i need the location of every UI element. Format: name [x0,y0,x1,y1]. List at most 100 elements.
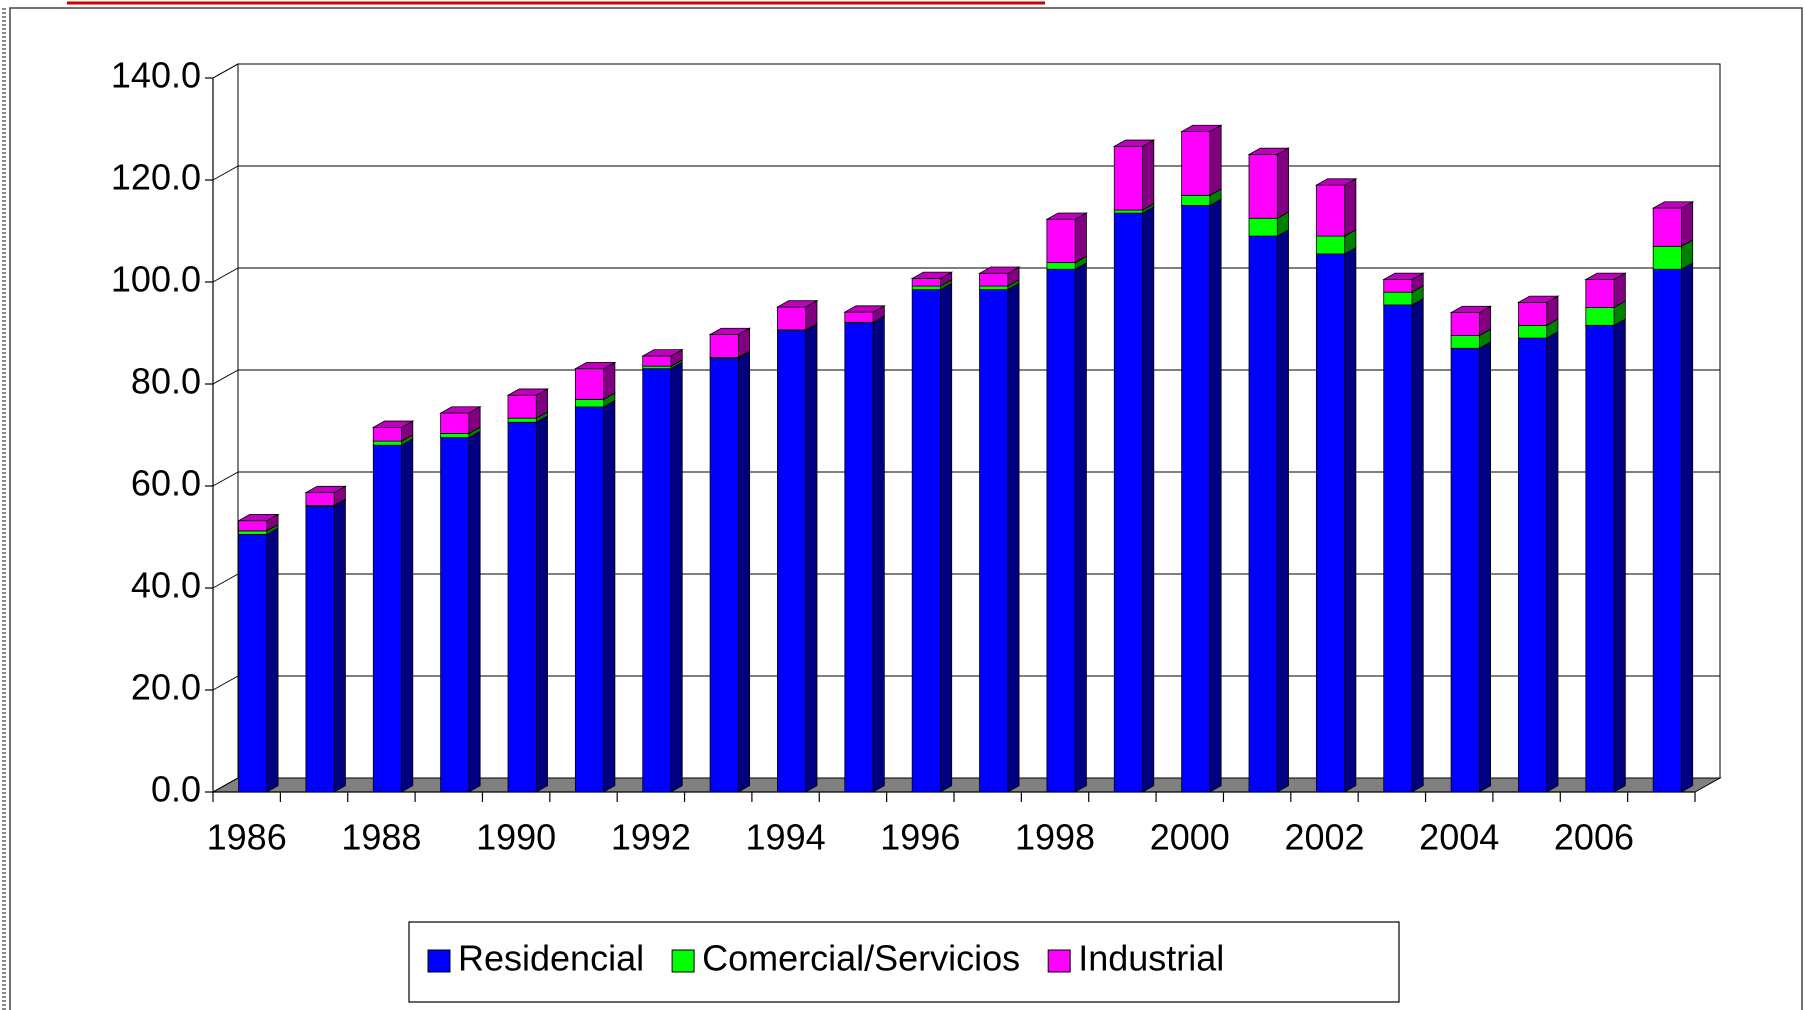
grid-line-side [212,777,239,793]
bar-top [1382,272,1425,280]
bar-top [1314,178,1358,186]
bar [372,444,402,793]
bar [305,505,335,793]
bar [1113,209,1143,214]
grid-line-side [212,165,239,181]
y-tick-label: 100.0 [111,259,201,300]
bar [1652,268,1682,793]
bar-side [401,438,414,793]
bar-side [1276,147,1289,219]
bar-side [1344,178,1357,237]
bar-side [266,527,279,793]
bar [642,368,672,793]
bar [1181,194,1211,206]
bar-side [940,282,953,793]
bar [777,306,807,331]
bar [1585,324,1615,793]
bar [642,355,672,367]
bar [238,520,268,532]
bar-side [1142,206,1155,793]
bar-side [737,351,751,793]
bar [507,417,537,423]
x-tick-label: 1998 [1015,817,1095,858]
floor [211,777,1722,793]
bar [979,285,1009,291]
bar-top [1516,295,1560,303]
bar-top [641,349,684,357]
bar-top [506,388,550,396]
bar-side [1344,246,1357,793]
chart-border [9,7,1803,1010]
grid-line-side [212,267,239,283]
y-tick-label: 140.0 [111,55,201,96]
bar [1113,212,1143,793]
bar-side [1074,212,1087,264]
bar-side [603,399,616,793]
bar [1181,131,1211,196]
grid-line-side [212,675,239,691]
bar [911,278,941,287]
bar-side [805,323,818,793]
bar [1585,307,1615,326]
bar-top [1045,212,1088,220]
bar [777,330,807,793]
bar [911,289,941,793]
bar-top [573,361,617,370]
x-tick-label: 1992 [611,817,691,858]
bar-top [304,485,347,494]
bar-side [1007,282,1020,793]
bar-top [1584,272,1627,280]
bar [372,426,402,442]
bar [1315,184,1346,237]
bar [844,322,874,793]
bar [709,334,739,358]
bar [1652,245,1682,270]
bar [979,289,1009,793]
bar-side [1209,124,1222,196]
bar-top [439,406,482,414]
bar-top [1449,305,1493,314]
bar [1248,154,1278,219]
bar [1383,291,1413,306]
bar [1046,262,1076,270]
bar [574,368,605,400]
y-tick-label: 40.0 [131,565,201,606]
bar [1383,304,1413,793]
bar [574,406,605,793]
y-tick-label: 20.0 [131,667,201,708]
bar-top [708,327,752,335]
bar-top [843,305,886,313]
bar-side [670,361,683,793]
bar-top [1651,201,1695,209]
bar [1518,324,1548,339]
bar [1315,235,1346,255]
bar-top [237,513,280,522]
bar [440,437,470,793]
bar [1652,207,1682,247]
bar-top [371,420,415,428]
y-tick-label: 80.0 [131,361,201,402]
bar-top [978,266,1021,274]
bar [1585,279,1615,308]
bar [440,412,470,434]
legend-swatch [1047,949,1071,973]
bar-side [468,430,481,793]
x-tick-label: 1990 [476,817,556,858]
bar [979,272,1009,287]
bar [305,492,335,506]
bar [844,311,874,323]
bar-top [1247,147,1291,155]
y-tick-label: 0.0 [151,769,201,810]
bar [1181,205,1211,793]
grid-line-side [212,471,239,487]
bar [1248,235,1278,793]
bar [1248,217,1278,237]
bar-side [1478,341,1492,793]
bar [1518,301,1548,326]
x-tick-label: 1988 [341,817,421,858]
bar-side [1074,262,1087,793]
x-tick-label: 2004 [1419,817,1499,858]
bar-top [1180,124,1223,132]
x-tick-label: 1994 [746,817,826,858]
